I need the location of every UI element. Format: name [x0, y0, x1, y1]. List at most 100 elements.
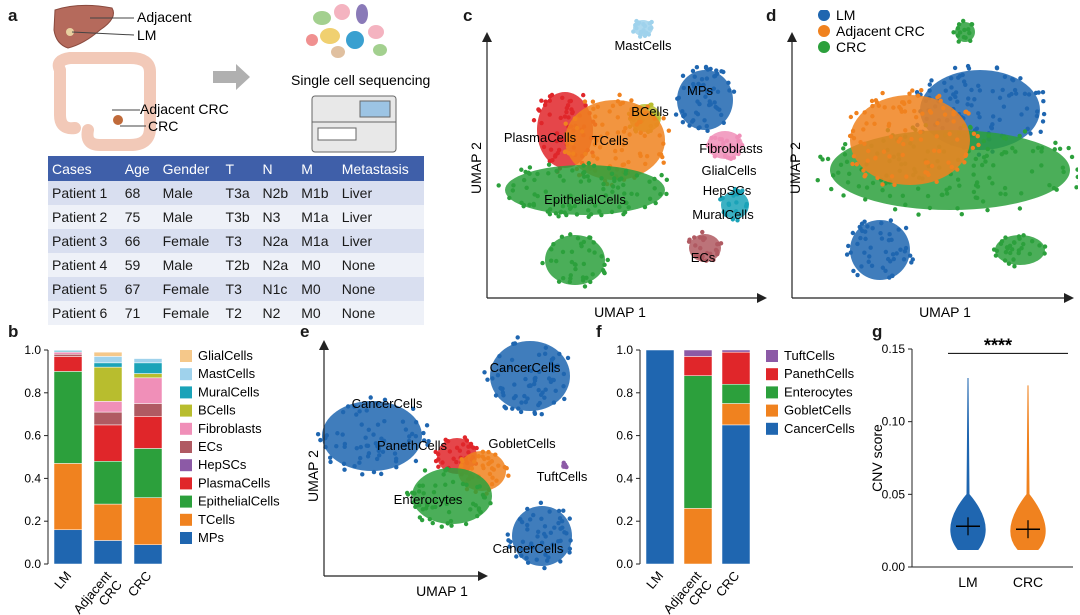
cell-point [918, 129, 923, 135]
cell-point [569, 140, 575, 146]
cell-point [1034, 113, 1040, 119]
cell-point [609, 209, 615, 215]
cell-point [450, 479, 456, 485]
cell-point [715, 71, 720, 76]
cell-point [460, 442, 466, 447]
cell-point [891, 105, 896, 110]
cell-point [613, 156, 618, 161]
cell-point [951, 119, 956, 124]
table-cell: Patient 4 [48, 253, 121, 277]
cell-point [1041, 98, 1046, 104]
cell-point [899, 100, 905, 105]
cell-point [421, 438, 427, 443]
cell-point [704, 258, 709, 263]
cell-point [907, 99, 912, 105]
cell-point [830, 173, 836, 178]
cell-point [657, 133, 662, 138]
cell-point [915, 186, 921, 191]
cell-point [599, 254, 604, 259]
cell-point [947, 185, 952, 191]
bar-segment-glialcells [93, 351, 123, 357]
cell-point [634, 122, 639, 127]
bar-segment-fibroblasts [53, 351, 83, 355]
cell-point [850, 128, 856, 134]
cell-point [956, 39, 961, 44]
cell-point [430, 520, 435, 526]
cell-point [493, 393, 499, 398]
table-cell: Liver [337, 205, 424, 229]
cell-point [393, 456, 399, 461]
cell-point [591, 240, 596, 245]
cell-point [551, 400, 557, 405]
legend-swatch [180, 532, 192, 544]
cell-point [740, 188, 745, 193]
cell-point [912, 108, 917, 114]
cell-point [586, 161, 592, 166]
cell-point [881, 149, 887, 154]
cell-point [581, 174, 587, 179]
cluster-enterocytes [404, 466, 493, 529]
cell-point [562, 114, 568, 119]
cell-point [588, 279, 593, 285]
cluster-label: CancerCells [490, 360, 561, 375]
cluster-crc-top [951, 18, 975, 44]
cell-point [561, 508, 566, 513]
cell-point [976, 111, 981, 116]
cell-point [1029, 238, 1035, 244]
table-cell: Patient 1 [48, 181, 121, 205]
cell-point [600, 122, 605, 127]
cell-point [422, 468, 428, 473]
cell-point [502, 404, 507, 409]
cell-point [582, 284, 588, 289]
cell-point [371, 469, 377, 475]
cell-point [485, 377, 490, 382]
cell-point [426, 438, 431, 444]
table-row: Patient 3 66 Female T3 N2a M1a Liver [48, 229, 424, 253]
axis-arrow-icon [787, 32, 797, 42]
umap-e-xlabel: UMAP 1 [416, 583, 468, 599]
cell-point [557, 516, 563, 521]
cell-point [721, 209, 726, 215]
cell-point [734, 200, 739, 205]
umap-d-ylabel: UMAP 2 [787, 142, 803, 194]
cell-point [902, 109, 908, 114]
bar-segment-muralcells [93, 362, 123, 368]
cell-point [934, 134, 939, 139]
cell-point [564, 212, 569, 218]
table-header-cell: Age [120, 156, 159, 181]
cell-point [602, 262, 607, 268]
cell-point [870, 103, 875, 109]
cell-point [567, 516, 572, 521]
cell-point [873, 156, 878, 161]
panel-e-label: e [300, 322, 310, 341]
cell-point [1038, 129, 1043, 134]
cell-point [409, 431, 415, 437]
cell-point [546, 376, 552, 381]
cell-point [488, 501, 493, 506]
cell-point [1069, 154, 1075, 160]
cell-point [511, 341, 516, 347]
cell-point [898, 136, 903, 141]
cell-point [721, 69, 726, 75]
cell-point [1022, 129, 1028, 134]
cell-point [562, 530, 567, 535]
cell-point [599, 176, 604, 181]
cell-point [543, 189, 549, 194]
cell-point [440, 460, 445, 465]
cell-point [345, 404, 351, 409]
cell-point [1039, 163, 1044, 168]
cell-point [1047, 182, 1052, 188]
cell-point [726, 80, 731, 86]
cell-point [560, 249, 566, 255]
panel-c-label: c [463, 6, 473, 25]
cell-point [553, 388, 558, 394]
cell-point [566, 151, 572, 156]
cell-point [712, 74, 717, 79]
crc-tumor-icon [113, 115, 123, 125]
cell-point [862, 141, 867, 146]
table-cell: N2a [258, 229, 298, 253]
cell-point [433, 499, 438, 504]
cell-point [554, 131, 560, 136]
cell-point [971, 163, 976, 168]
cell-point [735, 192, 740, 197]
